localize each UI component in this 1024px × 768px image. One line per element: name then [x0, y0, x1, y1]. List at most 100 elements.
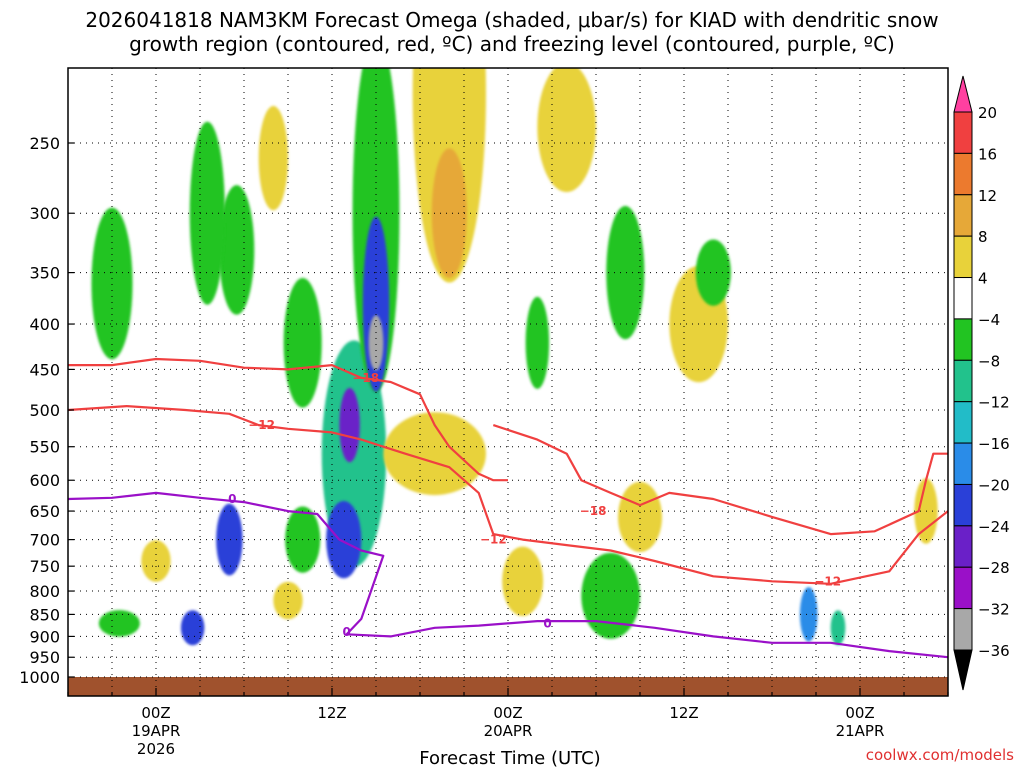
omega-blob [326, 500, 362, 579]
omega-blob [606, 205, 645, 340]
colorbar-label: −24 [978, 518, 1010, 536]
y-axis-ticks: 250 300 350 400 450 500 550 600 650 700 750 800 850 9… [19, 134, 74, 687]
colorbar-swatch [953, 401, 973, 444]
omega-blob [216, 503, 243, 576]
x-axis-label: Forecast Time (UTC) [419, 748, 600, 768]
colorbar-swatch [953, 277, 973, 320]
omega-blob [283, 278, 322, 408]
colorbar-top-arrow [953, 75, 973, 113]
colorbar-swatch [953, 483, 973, 527]
x-tick-date: 21APR [836, 722, 885, 740]
colorbar-bottom-arrow [953, 649, 973, 691]
colorbar-swatch [953, 194, 973, 237]
colorbar-swatch [953, 442, 973, 485]
omega-blob [618, 481, 662, 553]
omega-blob [258, 105, 289, 211]
colorbar-label: −16 [978, 435, 1010, 453]
contour-label: 0 [342, 625, 350, 639]
omega-blob [91, 207, 133, 360]
omega-blob [273, 581, 303, 620]
y-tick-label: 700 [29, 531, 60, 550]
contour-lines [68, 357, 948, 659]
y-tick-label: 900 [29, 627, 60, 646]
omega-blob [502, 546, 544, 616]
contour-label: 0 [228, 492, 236, 506]
omega-blob [383, 412, 486, 496]
y-tick-label: 300 [29, 204, 60, 223]
chart-title-line1: 2026041818 NAM3KM Forecast Omega (shaded… [85, 8, 938, 32]
colorbar-label: −28 [978, 559, 1010, 577]
contour-label: 0 [543, 616, 551, 630]
x-tick-label: 00Z [141, 704, 170, 722]
omega-blob [581, 552, 641, 639]
y-tick-label: 1000 [19, 668, 60, 687]
contour-dgz-top-minus18 [68, 357, 508, 482]
x-tick-label: 00Z [493, 704, 522, 722]
contour-labels: −18 −12 −18 −12 −12 0 0 0 [228, 371, 841, 639]
y-tick-label: 450 [29, 360, 60, 379]
colorbar-swatch [953, 235, 973, 279]
y-tick-label: 850 [29, 605, 60, 624]
omega-blob [368, 315, 384, 371]
colorbar-swatch [953, 566, 973, 610]
colorbar-label: −8 [978, 352, 1000, 370]
colorbar-label: 4 [978, 270, 988, 288]
colorbar-label: −4 [978, 311, 1000, 329]
x-tick-year: 2026 [137, 740, 175, 758]
colorbar-swatch [953, 608, 973, 651]
plot-area: −18 −12 −18 −12 −12 0 0 0 250 300 350 400 450 500 550… [19, 67, 949, 758]
omega-blob [141, 540, 171, 582]
colorbar-swatch [953, 525, 973, 568]
omega-blob [189, 121, 225, 305]
contour-label: −12 [480, 533, 507, 547]
omega-blob [98, 610, 140, 637]
y-tick-label: 350 [29, 264, 60, 283]
x-tick-date: 20APR [484, 722, 533, 740]
colorbar-swatch [953, 318, 973, 361]
chart-title-line2: growth region (contoured, red, ºC) and f… [129, 32, 895, 56]
credit-text: coolwx.com/models [866, 746, 1014, 764]
y-tick-label: 500 [29, 401, 60, 420]
y-tick-label: 250 [29, 134, 60, 153]
colorbar-label: −32 [978, 601, 1010, 619]
colorbar-label: 16 [978, 145, 997, 163]
colorbar-swatch [953, 111, 973, 154]
y-tick-label: 750 [29, 557, 60, 576]
contour-dgz-top-minus18-east [492, 424, 948, 536]
omega-blob [537, 68, 596, 193]
omega-blob [525, 296, 550, 389]
colorbar-label: −12 [978, 394, 1010, 412]
omega-blob [799, 587, 818, 642]
colorbar-swatch [953, 152, 973, 196]
colorbar-label: 12 [978, 187, 997, 205]
contour-dgz-bottom-minus12 [68, 405, 948, 585]
colorbar-label: −36 [978, 642, 1010, 660]
contour-label: −18 [580, 504, 607, 518]
colorbar-swatch [953, 359, 973, 403]
y-tick-label: 800 [29, 582, 60, 601]
colorbar-label: −20 [978, 476, 1010, 494]
omega-blob [180, 610, 205, 646]
contour-label: −12 [248, 418, 275, 432]
y-tick-label: 400 [29, 315, 60, 334]
x-tick-label: 00Z [845, 704, 874, 722]
x-tick-date: 19APR [132, 722, 181, 740]
y-tick-label: 600 [29, 471, 60, 490]
omega-blob [695, 239, 731, 306]
y-tick-label: 550 [29, 438, 60, 457]
colorbar-label: 8 [978, 228, 988, 246]
omega-blob [431, 148, 467, 279]
colorbar: 20 16 12 8 4 −4 −8 −12 −16 −20 −24 −28 −32 −36 [953, 75, 1010, 691]
contour-label: −12 [814, 574, 841, 588]
y-tick-label: 650 [29, 502, 60, 521]
x-tick-label: 12Z [669, 704, 698, 722]
omega-blob [339, 387, 360, 463]
y-tick-label: 950 [29, 648, 60, 667]
contour-label: −18 [352, 371, 379, 385]
omega-shading [91, 68, 938, 646]
contour-freezing-level [68, 491, 948, 659]
omega-blob [830, 610, 846, 646]
colorbar-label: 20 [978, 104, 997, 122]
